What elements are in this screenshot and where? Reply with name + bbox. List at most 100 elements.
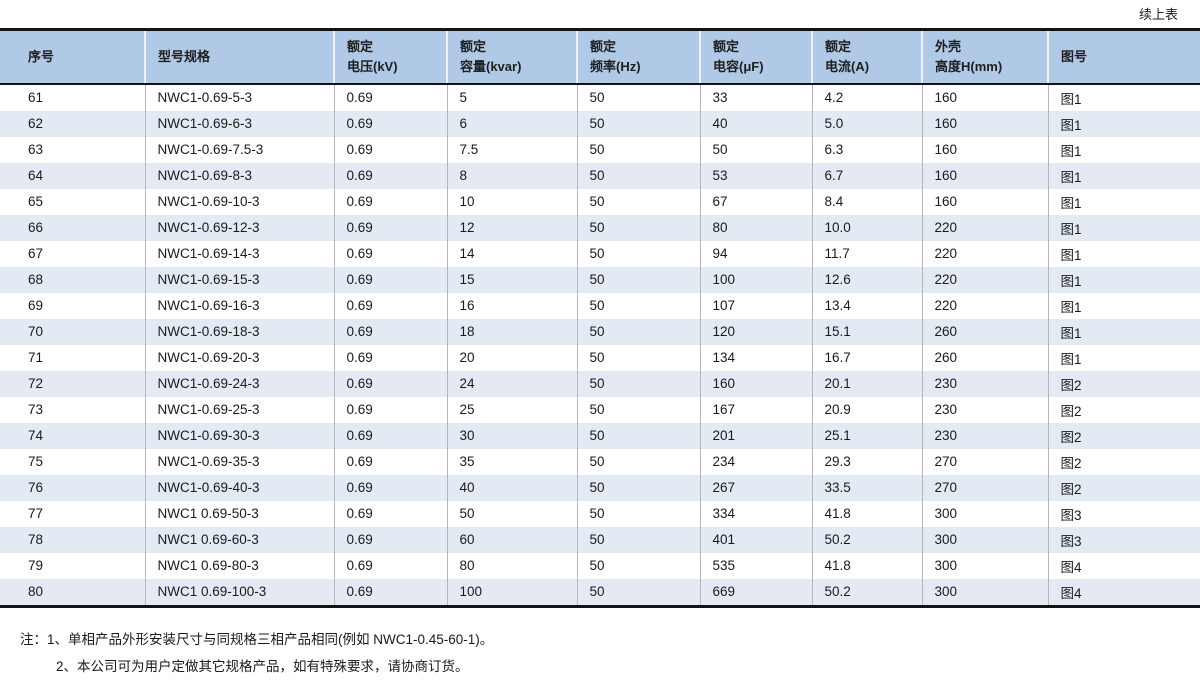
table-cell: 0.69 xyxy=(333,552,447,579)
capacitor-spec-table: 序号 型号规格 额定 电压(kV) 额定 容量(kvar) 额定 频率(Hz) 额定 电容… xyxy=(0,28,1200,608)
table-cell: 50 xyxy=(576,448,700,475)
table-cell: NWC1-0.69-8-3 xyxy=(144,162,334,189)
table-cell: 11.7 xyxy=(811,240,922,267)
table-cell: 50 xyxy=(576,422,700,449)
table-cell: 74 xyxy=(28,428,44,443)
table-cell: 0.69 xyxy=(333,214,447,241)
table-cell: 图1 xyxy=(1047,83,1200,111)
table-cell: 160 xyxy=(699,370,812,397)
table-cell: NWC1-0.69-35-3 xyxy=(144,448,334,475)
table-cell: 75 xyxy=(28,454,44,469)
table-row: 73 NWC1-0.69-25-3 0.69 25 50 167 20.9 230 图2 xyxy=(0,396,1200,423)
table-cell: NWC1-0.69-5-3 xyxy=(144,83,334,111)
table-cell: 160 xyxy=(921,110,1048,137)
table-cell: 230 xyxy=(921,422,1048,449)
table-cell: 160 xyxy=(921,188,1048,215)
table-cell: 0.69 xyxy=(333,422,447,449)
table-cell: 50 xyxy=(576,188,700,215)
table-row: 63 NWC1-0.69-7.5-3 0.69 7.5 50 50 6.3 160 图1 xyxy=(0,136,1200,163)
table-cell: 41.8 xyxy=(811,552,922,579)
table-cell: 80 xyxy=(699,214,812,241)
table-cell: NWC1-0.69-7.5-3 xyxy=(144,136,334,163)
table-cell: 0.69 xyxy=(333,344,447,371)
table-row: 78 NWC1 0.69-60-3 0.69 60 50 401 50.2 300 图3 xyxy=(0,526,1200,553)
table-cell: 14 xyxy=(446,240,577,267)
table-cell: NWC1-0.69-25-3 xyxy=(144,396,334,423)
table-cell: 图4 xyxy=(1047,552,1200,579)
table-cell: NWC1-0.69-10-3 xyxy=(144,188,334,215)
table-cell: 15.1 xyxy=(811,318,922,345)
table-row: 67 NWC1-0.69-14-3 0.69 14 50 94 11.7 220 图1 xyxy=(0,240,1200,267)
table-cell: 5.0 xyxy=(811,110,922,137)
column-header: 额定 电容(μF) xyxy=(699,29,812,85)
table-cell: 50 xyxy=(576,318,700,345)
table-cell: NWC1-0.69-14-3 xyxy=(144,240,334,267)
table-cell: 267 xyxy=(699,474,812,501)
table-cell: 50 xyxy=(576,240,700,267)
table-cell: 50 xyxy=(576,396,700,423)
table-cell: 50 xyxy=(576,162,700,189)
table-cell: 图1 xyxy=(1047,266,1200,293)
table-cell: 167 xyxy=(699,396,812,423)
table-cell: 71 xyxy=(28,350,44,365)
table-cell: 6 xyxy=(446,110,577,137)
table-cell: NWC1-0.69-40-3 xyxy=(144,474,334,501)
table-cell: NWC1-0.69-15-3 xyxy=(144,266,334,293)
column-header: 序号 xyxy=(0,29,145,85)
table-cell: 图1 xyxy=(1047,292,1200,319)
table-cell: 401 xyxy=(699,526,812,553)
table-cell: 图1 xyxy=(1047,162,1200,189)
table-cell: 0.69 xyxy=(333,292,447,319)
table-cell: 65 xyxy=(28,194,44,209)
table-cell: 8 xyxy=(446,162,577,189)
table-cell: 0.69 xyxy=(333,370,447,397)
table-cell: 16 xyxy=(446,292,577,319)
table-cell: 0.69 xyxy=(333,162,447,189)
table-cell: 50 xyxy=(576,500,700,527)
table-cell: 50.2 xyxy=(811,526,922,553)
table-cell: 33.5 xyxy=(811,474,922,501)
table-cell: NWC1 0.69-50-3 xyxy=(144,500,334,527)
table-cell: NWC1-0.69-16-3 xyxy=(144,292,334,319)
table-cell: NWC1-0.69-30-3 xyxy=(144,422,334,449)
table-cell: 669 xyxy=(699,578,812,606)
table-cell: 0.69 xyxy=(333,83,447,111)
table-cell: 20.1 xyxy=(811,370,922,397)
table-cell: 53 xyxy=(699,162,812,189)
table-cell: 图1 xyxy=(1047,188,1200,215)
table-cell: NWC1-0.69-18-3 xyxy=(144,318,334,345)
table-cell: 13.4 xyxy=(811,292,922,319)
table-cell: 300 xyxy=(921,578,1048,606)
table-cell: 0.69 xyxy=(333,526,447,553)
table-cell: 67 xyxy=(28,246,44,261)
footnote-2: 2、本公司可为用户定做其它规格产品，如有特殊要求，请协商订货。 xyxy=(56,659,469,674)
table-cell: 图2 xyxy=(1047,474,1200,501)
table-cell: 260 xyxy=(921,344,1048,371)
table-cell: 50 xyxy=(699,136,812,163)
table-cell: 12.6 xyxy=(811,266,922,293)
table-body: 61 NWC1-0.69-5-3 0.69 5 50 33 4.2 160 图1 62 NWC1-0… xyxy=(0,83,1200,606)
table-cell: 334 xyxy=(699,500,812,527)
column-header: 额定 电压(kV) xyxy=(333,29,447,85)
table-row: 79 NWC1 0.69-80-3 0.69 80 50 535 41.8 300 图4 xyxy=(0,552,1200,579)
table-cell: 图3 xyxy=(1047,526,1200,553)
table-cell: 300 xyxy=(921,552,1048,579)
table-cell: 201 xyxy=(699,422,812,449)
table-cell: 50 xyxy=(576,214,700,241)
table-cell: 35 xyxy=(446,448,577,475)
table-row: 72 NWC1-0.69-24-3 0.69 24 50 160 20.1 230 图2 xyxy=(0,370,1200,397)
table-cell: 60 xyxy=(446,526,577,553)
table-cell: NWC1-0.69-6-3 xyxy=(144,110,334,137)
table-row: 66 NWC1-0.69-12-3 0.69 12 50 80 10.0 220 图1 xyxy=(0,214,1200,241)
table-cell: 5 xyxy=(446,83,577,111)
table-cell: 6.3 xyxy=(811,136,922,163)
table-cell: 50 xyxy=(576,83,700,111)
table-cell: 20 xyxy=(446,344,577,371)
table-cell: 79 xyxy=(28,558,44,573)
table-cell: 0.69 xyxy=(333,500,447,527)
table-cell: 15 xyxy=(446,266,577,293)
table-cell: 50.2 xyxy=(811,578,922,606)
table-row: 65 NWC1-0.69-10-3 0.69 10 50 67 8.4 160 图1 xyxy=(0,188,1200,215)
footnote-1: 1、单相产品外形安装尺寸与同规格三相产品相同(例如 NWC1-0.45-60-1… xyxy=(47,632,494,647)
table-cell: 图4 xyxy=(1047,578,1200,606)
